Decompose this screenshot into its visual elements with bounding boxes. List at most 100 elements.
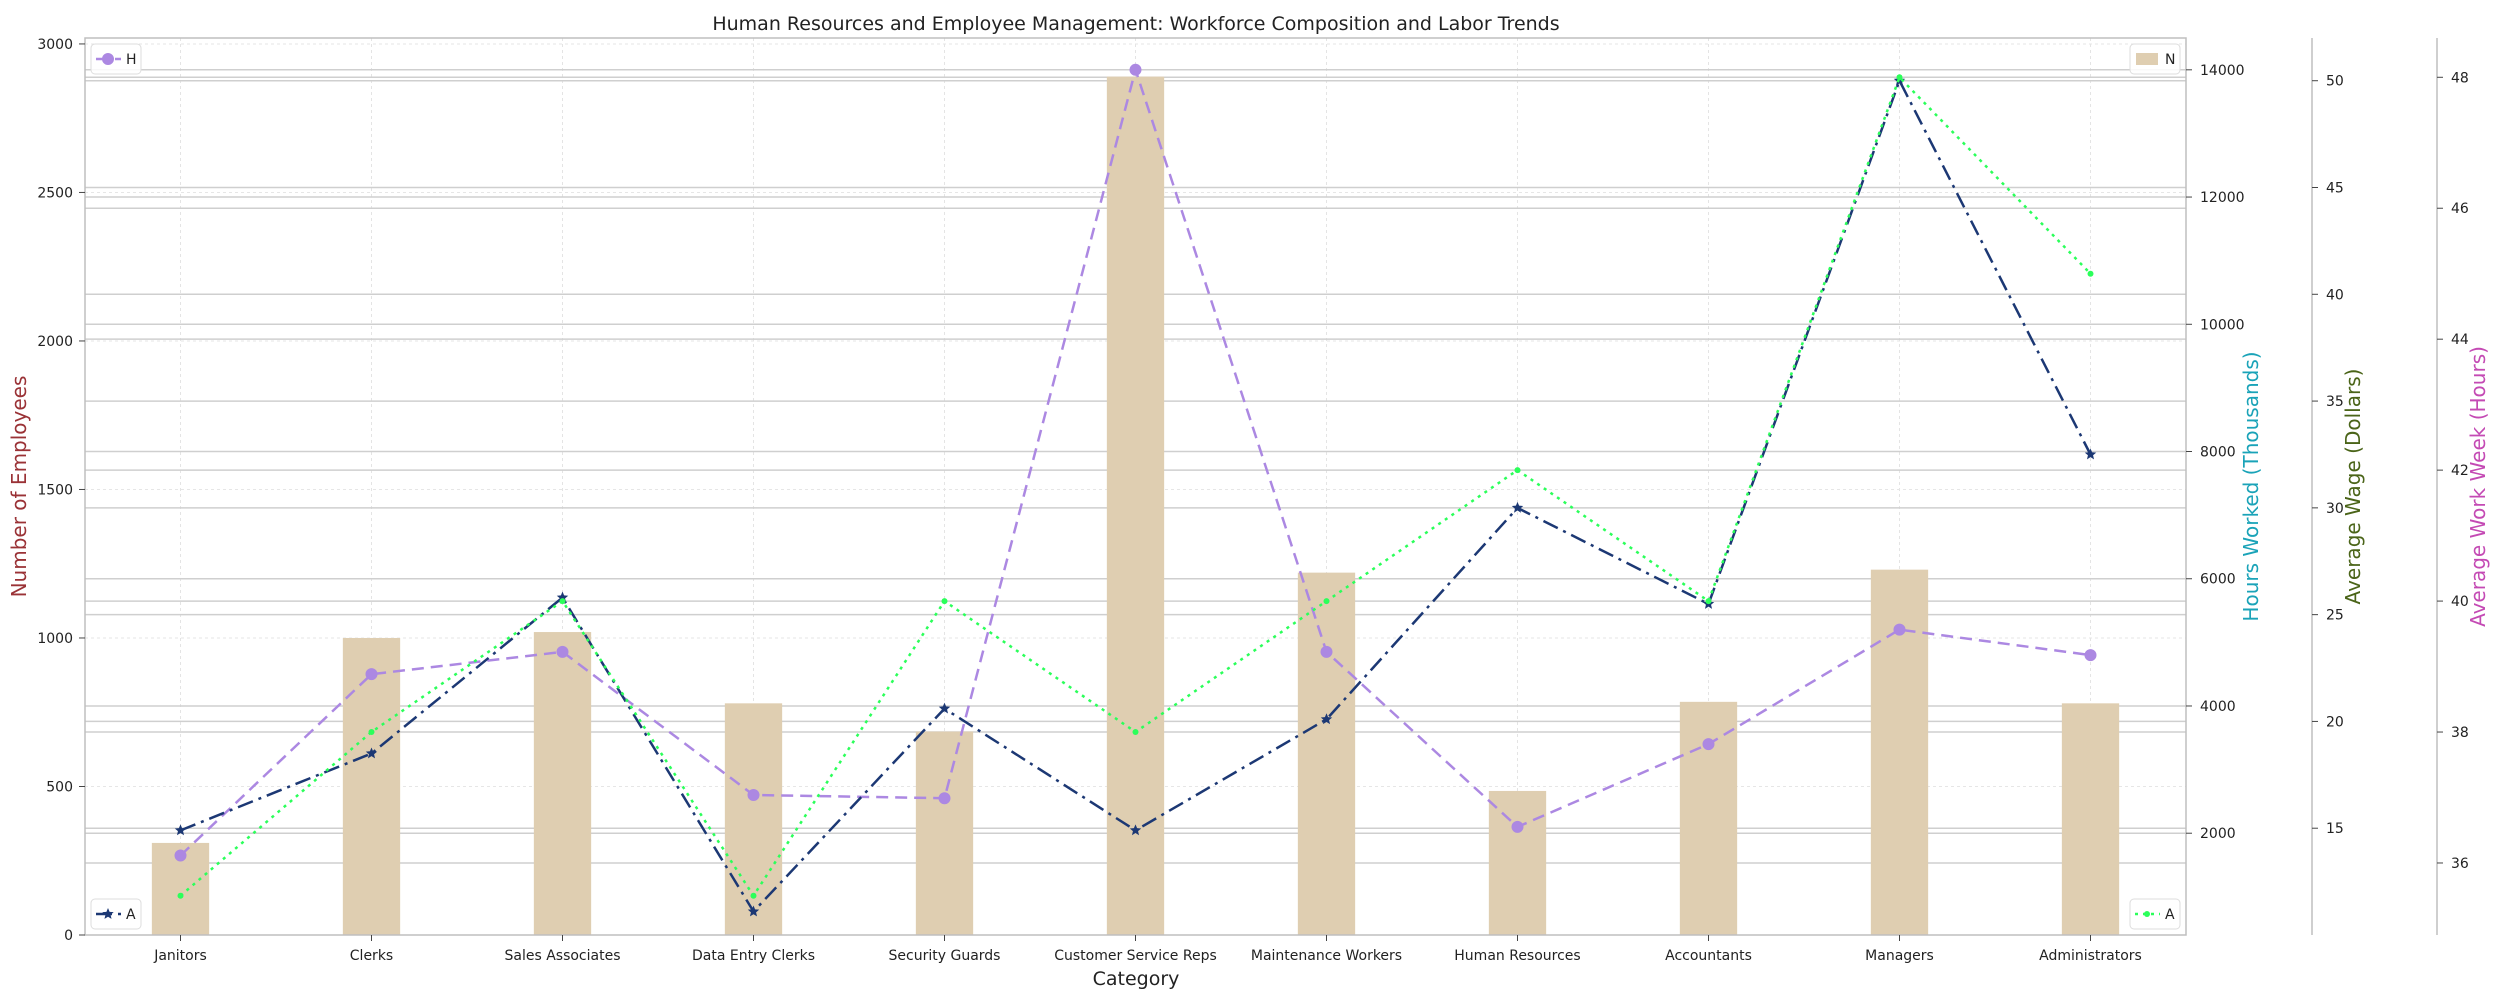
y-tick-label: 2500	[37, 185, 73, 201]
data-point	[2084, 448, 2097, 460]
data-point	[1893, 623, 1906, 636]
data-point	[1132, 729, 1139, 736]
y-axis-label: Hours Worked (Thousands)	[2239, 351, 2263, 621]
x-axis-label: Category	[1093, 968, 1180, 990]
data-point	[1511, 820, 1524, 833]
bar	[1106, 76, 1165, 936]
x-tick-label: Managers	[1865, 948, 1934, 964]
y-axis-label: Average Work Week (Hours)	[2466, 346, 2490, 627]
data-point	[1320, 713, 1333, 725]
data-point	[1320, 645, 1333, 658]
bar	[533, 632, 592, 935]
bar	[1297, 572, 1356, 935]
data-point	[1511, 501, 1524, 513]
data-point	[174, 824, 187, 836]
legend-label: H	[126, 52, 137, 68]
bar	[915, 731, 974, 935]
data-point	[368, 729, 375, 736]
y-tick-label: 10000	[2200, 317, 2245, 333]
legend-box	[90, 898, 142, 930]
data-point	[941, 598, 948, 605]
y-tick-label: 42	[2451, 463, 2469, 479]
y-tick-label: 48	[2451, 70, 2469, 86]
y-tick-label: 0	[64, 928, 73, 944]
y-tick-label: 8000	[2200, 445, 2236, 461]
data-point	[938, 792, 951, 805]
chart-title: Human Resources and Employee Management:…	[712, 13, 1559, 35]
x-tick-label: Accountants	[1665, 948, 1752, 964]
legend-label: N	[2165, 52, 2175, 68]
legend-marker	[102, 53, 114, 65]
y-tick-label: 44	[2451, 332, 2469, 348]
bars-layer	[151, 76, 2120, 936]
y-axis-label: Number of Employees	[7, 376, 31, 598]
y-tick-label: 1500	[37, 482, 73, 498]
y-tick-label: 2000	[2200, 826, 2236, 842]
bar	[2061, 703, 2120, 935]
data-point	[1323, 598, 1330, 605]
x-tick-label: Security Guards	[889, 948, 1001, 964]
data-point	[365, 668, 378, 681]
data-point	[938, 702, 951, 714]
y-tick-label: 40	[2326, 287, 2344, 303]
data-point	[177, 892, 184, 899]
y-tick-label: 46	[2451, 201, 2469, 217]
legends-layer: H N A A	[90, 43, 2181, 930]
y-tick-label: 12000	[2200, 190, 2245, 206]
bar	[724, 703, 783, 935]
legend-label: A	[2165, 907, 2175, 923]
legend-label: A	[126, 907, 136, 923]
data-point	[556, 591, 569, 603]
axes-layer: Janitors Clerks Sales Associates Data Entry…	[7, 37, 2490, 964]
y-axis-label: Average Wage (Dollars)	[2341, 369, 2365, 605]
y-tick-label: 30	[2326, 501, 2344, 517]
y-tick-label: 15	[2326, 821, 2344, 837]
legend-box	[2129, 898, 2181, 930]
x-tick-label: Maintenance Workers	[1251, 948, 1402, 964]
y-tick-label: 50	[2326, 74, 2344, 90]
lines-layer	[174, 63, 2097, 917]
y-tick-label: 40	[2451, 594, 2469, 610]
bar	[342, 637, 401, 935]
legend-marker	[102, 908, 114, 919]
data-point	[365, 747, 378, 759]
y-tick-label: 500	[46, 779, 73, 795]
y-tick-label: 2000	[37, 334, 73, 350]
y-tick-label: 45	[2326, 181, 2344, 197]
data-point	[2084, 649, 2097, 662]
y-tick-label: 4000	[2200, 699, 2236, 715]
x-tick-label: Data Entry Clerks	[692, 948, 815, 964]
y-tick-label: 20	[2326, 714, 2344, 730]
y-tick-label: 3000	[37, 37, 73, 53]
x-tick-label: Human Resources	[1454, 948, 1580, 964]
y-tick-label: 25	[2326, 608, 2344, 624]
legend-swatch	[2136, 53, 2158, 65]
y-tick-label: 6000	[2200, 572, 2236, 588]
bar	[1488, 790, 1547, 935]
y-tick-label: 36	[2451, 856, 2469, 872]
y-tick-label: 35	[2326, 394, 2344, 410]
data-point	[747, 905, 760, 917]
y-tick-label: 14000	[2200, 63, 2245, 79]
data-point	[750, 892, 757, 899]
data-point	[1129, 63, 1142, 76]
data-point	[1705, 598, 1712, 605]
x-tick-label: Administrators	[2039, 948, 2142, 964]
data-point	[1896, 74, 1903, 81]
y-tick-label: 1000	[37, 631, 73, 647]
data-point	[1514, 467, 1521, 474]
data-point	[1129, 824, 1142, 836]
x-tick-label: Clerks	[350, 948, 393, 964]
x-tick-label: Sales Associates	[504, 948, 620, 964]
bar	[1679, 701, 1738, 935]
data-point	[2087, 270, 2094, 277]
data-point	[556, 645, 569, 658]
data-point	[747, 789, 760, 802]
data-point	[174, 849, 187, 862]
x-tick-label: Customer Service Reps	[1054, 948, 1217, 964]
legend-marker	[2144, 911, 2150, 917]
data-point	[1702, 738, 1715, 751]
y-tick-label: 38	[2451, 725, 2469, 741]
data-point	[559, 598, 566, 605]
